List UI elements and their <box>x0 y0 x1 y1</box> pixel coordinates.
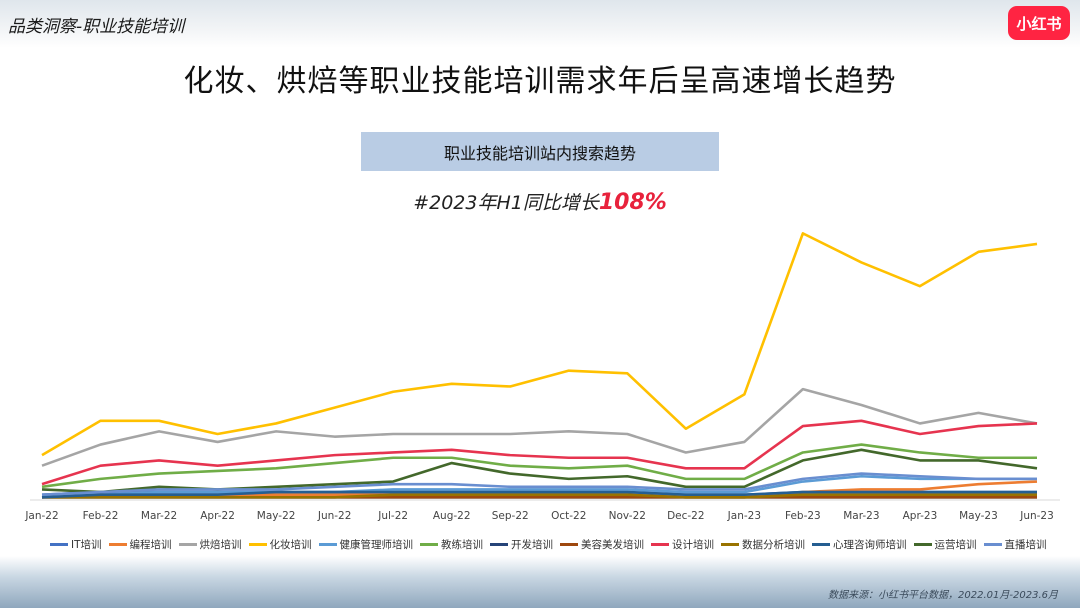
legend-label: 烘焙培训 <box>199 538 242 551</box>
legend-item: 教练培训 <box>420 536 483 552</box>
legend-swatch <box>108 542 127 546</box>
x-tick-label: Nov-22 <box>609 510 646 522</box>
page-title: 化妆、烘焙等职业技能培训需求年后呈高速增长趋势 <box>183 64 897 99</box>
legend-swatch <box>318 542 337 546</box>
legend-swatch <box>248 542 267 546</box>
legend-item: 心理咨询师培训 <box>812 536 907 552</box>
x-tick-label: Apr-23 <box>903 510 938 522</box>
growth-prefix: #2023年H1同比增长 <box>413 192 599 214</box>
growth-value: 108% <box>598 190 667 215</box>
legend-swatch <box>50 542 68 546</box>
legend-label: IT培训 <box>71 538 102 551</box>
legend-label: 化妆培训 <box>269 538 312 551</box>
footer-band <box>0 556 1080 608</box>
legend-label: 教练培训 <box>441 538 484 551</box>
legend-item: 烘焙培训 <box>178 536 242 552</box>
legend-label: 健康管理师培训 <box>339 538 414 551</box>
legend-item: 化妆培训 <box>248 536 312 552</box>
legend-swatch <box>420 542 439 546</box>
legend-swatch <box>721 542 740 546</box>
legend-swatch <box>913 542 932 546</box>
chart-title: 职业技能培训站内搜索趋势 <box>361 132 719 171</box>
legend-label: 直播培训 <box>1004 538 1047 551</box>
legend-label: 编程培训 <box>129 538 172 551</box>
data-source: 数据来源：小红书平台数据，2022.01月-2023.6月 <box>828 590 1058 601</box>
chart-legend: IT培训 编程培训 烘焙培训 化妆培训 健康管理师培训 教练培训 开发培训 美容美发培训 设计培… <box>50 536 1050 552</box>
series-line <box>41 443 1037 489</box>
x-tick-label: Dec-22 <box>667 510 704 522</box>
x-tick-label: May-23 <box>959 510 998 522</box>
line-chart: Jan-22 Feb-22 Mar-22 Apr-22 May-22 Jun-22 Jul-… <box>24 232 1060 522</box>
x-tick-label: May-22 <box>257 510 296 522</box>
legend-swatch <box>812 542 831 546</box>
x-tick-label: Feb-23 <box>785 510 821 522</box>
x-tick-label: Aug-22 <box>433 510 471 522</box>
legend-item: 开发培训 <box>490 536 553 552</box>
series-line <box>41 419 1038 486</box>
x-tick-label: Apr-22 <box>200 510 235 522</box>
x-tick-label: Jun-23 <box>1019 510 1054 522</box>
legend-label: 开发培训 <box>511 538 554 551</box>
legend-item: 直播培训 <box>983 536 1047 552</box>
legend-label: 心理咨询师培训 <box>833 538 907 551</box>
series-line <box>41 472 1037 497</box>
legend-item: 数据分析培训 <box>721 536 805 552</box>
legend-label: 数据分析培训 <box>742 538 806 551</box>
x-tick-label: Sep-22 <box>492 510 529 522</box>
x-tick-label: Oct-22 <box>551 510 586 522</box>
x-tick-label: Jun-22 <box>317 510 352 522</box>
legend-swatch <box>178 542 197 546</box>
series-line <box>41 387 1038 467</box>
x-tick-label: Feb-22 <box>83 510 119 522</box>
section-label: 品类洞察-职业技能培训 <box>8 17 185 37</box>
legend-swatch <box>560 542 579 546</box>
series-line <box>42 493 1037 499</box>
legend-swatch <box>490 542 509 546</box>
x-tick-label: Jul-22 <box>377 510 408 522</box>
legend-swatch <box>983 542 1002 546</box>
series-line <box>41 490 1037 499</box>
legend-label: 运营培训 <box>934 538 977 551</box>
legend-label: 美容美发培训 <box>581 538 645 551</box>
legend-item: IT培训 <box>50 536 102 552</box>
legend-swatch <box>651 542 670 546</box>
xiaohongshu-logo: 小红书 <box>1008 6 1070 40</box>
x-tick-label: Mar-23 <box>843 510 879 522</box>
legend-item: 健康管理师培训 <box>318 536 414 552</box>
header-band <box>0 0 1080 48</box>
legend-item: 运营培训 <box>913 536 977 552</box>
legend-item: 美容美发培训 <box>560 536 644 552</box>
series-line <box>41 232 1038 457</box>
series-line <box>42 474 1037 497</box>
legend-item: 编程培训 <box>108 536 172 552</box>
x-tick-label: Mar-22 <box>141 510 177 522</box>
growth-callout: #2023年H1同比增长108% <box>0 188 1080 215</box>
legend-item: 设计培训 <box>651 536 714 552</box>
x-tick-label: Jan-23 <box>727 510 761 522</box>
legend-label: 设计培训 <box>672 538 715 551</box>
x-tick-label: Jan-22 <box>24 510 58 522</box>
